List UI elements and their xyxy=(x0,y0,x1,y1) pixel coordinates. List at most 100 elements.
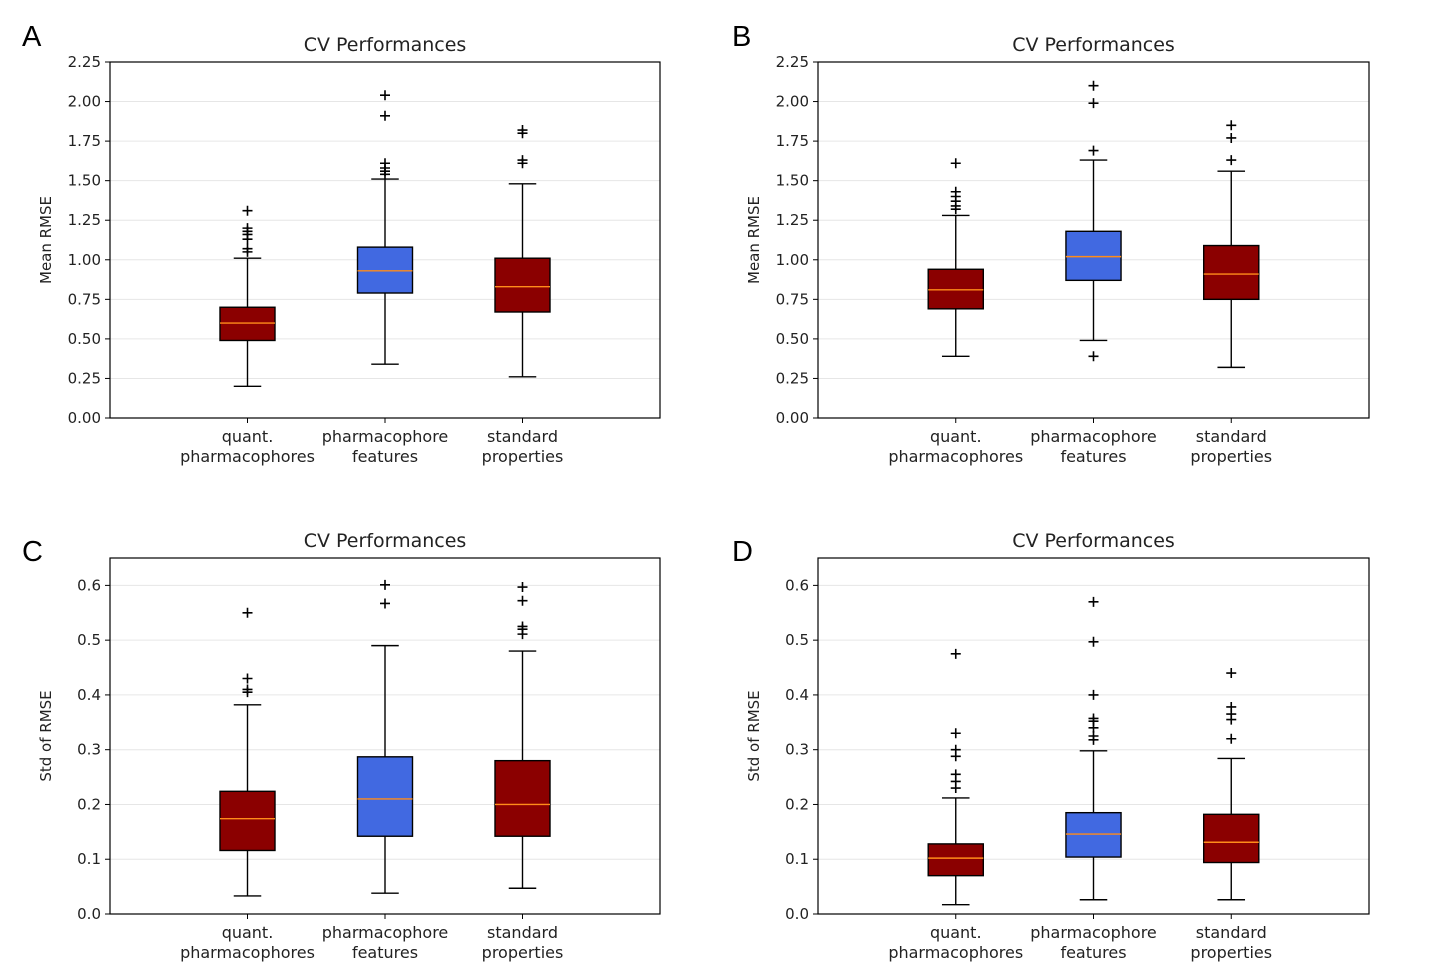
flier-marker xyxy=(1088,636,1099,647)
flier-marker xyxy=(242,243,253,254)
y-tick-label: 0.1 xyxy=(77,850,101,868)
y-axis-label: Std of RMSE xyxy=(37,690,55,781)
x-tick-label: standard xyxy=(1196,427,1267,446)
flier-marker xyxy=(1226,155,1237,166)
box-body xyxy=(1065,230,1122,282)
y-axis-label: Std of RMSE xyxy=(745,690,763,781)
flier-marker xyxy=(1226,733,1237,744)
box-body xyxy=(219,306,276,342)
y-tick-label: 0.5 xyxy=(785,631,809,649)
chart-title: CV Performances xyxy=(1012,34,1175,56)
x-tick-label: properties xyxy=(1190,447,1272,466)
flier-marker xyxy=(517,155,528,166)
box-2 xyxy=(356,579,414,894)
y-tick-label: 1.50 xyxy=(776,172,809,190)
box-body xyxy=(356,246,414,294)
y-tick-label: 0.5 xyxy=(77,631,101,649)
x-tick-label: pharmacophores xyxy=(180,943,315,962)
chart-title: CV Performances xyxy=(304,530,467,552)
chart-panel-c: C CV Performances 0.0 0.1 0.2 0.3 0.4 0.5 0.6 Std… xyxy=(22,530,661,962)
y-tick-label: 0.4 xyxy=(785,686,809,704)
box-3 xyxy=(1202,668,1260,901)
flier-marker xyxy=(380,90,390,101)
flier-marker xyxy=(1226,120,1237,131)
x-tick-label: properties xyxy=(1190,943,1272,962)
x-tick-label: pharmacophores xyxy=(888,447,1023,466)
y-tick-label: 1.75 xyxy=(68,132,101,150)
plot-frame xyxy=(109,61,661,419)
y-tick-label: 0.00 xyxy=(68,409,101,427)
flier-marker xyxy=(242,223,253,234)
y-tick-label: 0.75 xyxy=(776,290,809,308)
panel-letter: D xyxy=(732,536,753,568)
x-tick-label: quant. xyxy=(930,923,982,942)
box-2 xyxy=(1065,596,1122,901)
box-body xyxy=(927,268,985,310)
box-body xyxy=(927,843,985,877)
box-body xyxy=(494,257,551,313)
flier-marker xyxy=(1088,689,1099,700)
y-tick-label: 0.50 xyxy=(68,330,101,348)
y-tick-label: 0.6 xyxy=(77,576,101,594)
x-tick-label: pharmacophore xyxy=(322,923,449,942)
x-tick-label: quant. xyxy=(222,923,274,942)
y-tick-label: 1.25 xyxy=(776,211,809,229)
flier-marker xyxy=(242,684,253,695)
y-tick-label: 2.00 xyxy=(68,93,101,111)
y-tick-label: 1.75 xyxy=(776,132,809,150)
x-tick-label: properties xyxy=(482,943,564,962)
box-2 xyxy=(1065,80,1122,362)
flier-marker xyxy=(242,205,253,216)
x-tick-label: properties xyxy=(482,447,564,466)
y-tick-label: 0.75 xyxy=(68,290,101,308)
box-1 xyxy=(927,158,985,357)
panel-letter: C xyxy=(22,536,43,568)
x-tick-label: standard xyxy=(1196,923,1267,942)
flier-marker xyxy=(950,769,961,780)
flier-marker xyxy=(950,648,961,659)
flier-marker xyxy=(1088,98,1099,109)
y-tick-label: 2.25 xyxy=(68,53,101,71)
flier-marker xyxy=(1088,80,1099,91)
y-tick-label: 1.00 xyxy=(68,251,101,269)
x-tick-label: features xyxy=(352,943,418,962)
flier-marker xyxy=(950,186,961,197)
flier-marker xyxy=(950,728,961,739)
x-tick-label: features xyxy=(352,447,418,466)
x-tick-label: features xyxy=(1060,447,1126,466)
box-body xyxy=(1202,813,1260,864)
flier-marker xyxy=(1088,145,1099,156)
plot-frame xyxy=(817,557,1370,915)
box-3 xyxy=(494,125,551,378)
y-tick-label: 0.3 xyxy=(785,741,809,759)
flier-marker xyxy=(517,582,528,593)
flier-marker xyxy=(1226,701,1237,712)
y-tick-label: 0.2 xyxy=(785,795,809,813)
x-tick-label: pharmacophore xyxy=(1030,923,1157,942)
x-tick-label: features xyxy=(1060,943,1126,962)
y-tick-label: 0.0 xyxy=(77,905,101,923)
y-tick-label: 0.6 xyxy=(785,576,809,594)
x-tick-label: pharmacophore xyxy=(322,427,449,446)
flier-marker xyxy=(1088,351,1099,362)
flier-marker xyxy=(380,579,390,590)
flier-marker xyxy=(380,598,390,609)
flier-marker xyxy=(1226,132,1237,143)
chart-panel-b: B CV Performances 0.00 0.25 0.50 0.75 1.00 1.25… xyxy=(732,21,1370,466)
box-3 xyxy=(1202,120,1260,369)
box-body xyxy=(219,790,276,852)
y-tick-label: 0.4 xyxy=(77,686,101,704)
flier-marker xyxy=(1088,713,1099,724)
chart-panel-d: D CV Performances 0.0 0.1 0.2 0.3 0.4 0.5 0.6 Std… xyxy=(732,530,1370,962)
flier-marker xyxy=(242,607,253,618)
x-tick-label: standard xyxy=(487,923,558,942)
panel-letter: A xyxy=(22,21,42,53)
box-body xyxy=(494,759,551,837)
y-tick-label: 0.2 xyxy=(77,795,101,813)
y-tick-label: 0.25 xyxy=(68,369,101,387)
y-tick-label: 0.3 xyxy=(77,741,101,759)
y-tick-label: 0.0 xyxy=(785,905,809,923)
flier-marker xyxy=(950,744,961,755)
y-tick-label: 0.50 xyxy=(776,330,809,348)
